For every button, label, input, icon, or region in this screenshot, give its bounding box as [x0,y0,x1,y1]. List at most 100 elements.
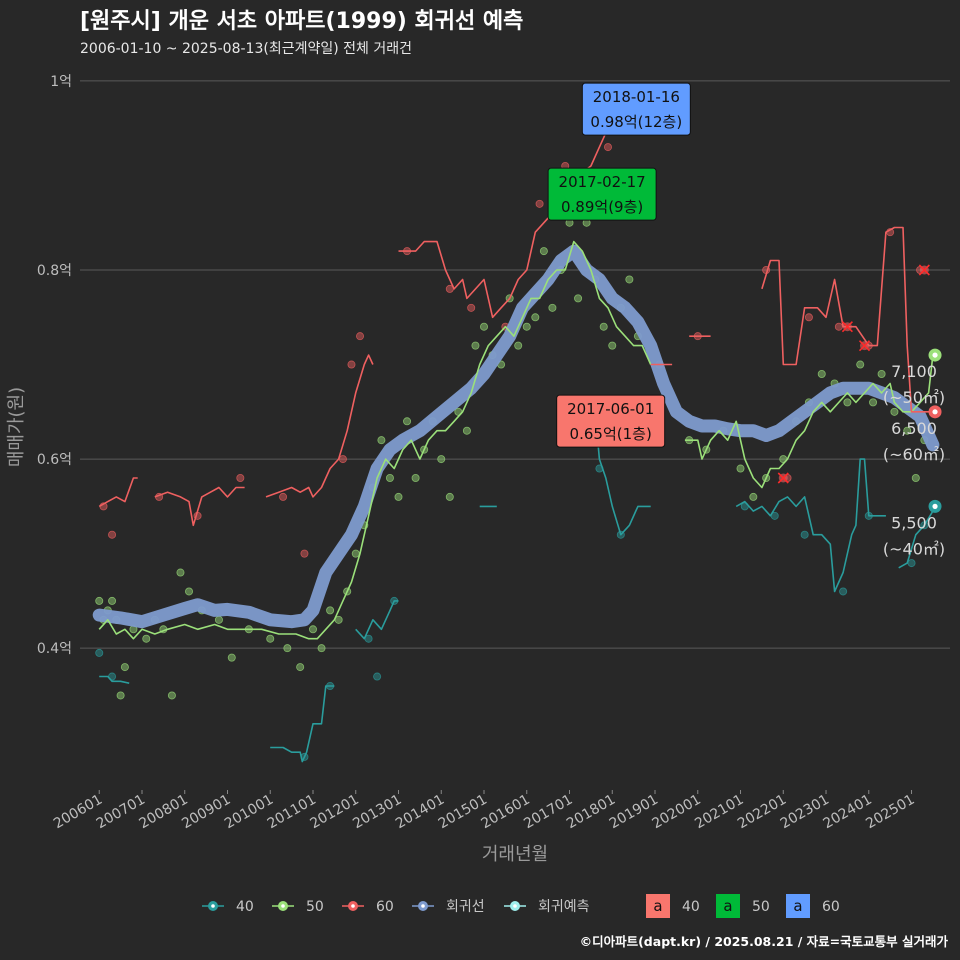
series-line-60 [265,354,374,498]
series-line-40 [898,510,934,569]
scatter-point [445,492,454,501]
legend-label: 50 [306,899,324,915]
scatter-point [338,455,347,464]
chart-subtitle: 2006-01-10 ~ 2025-08-13(최근계약일) 전체 거래건 [80,41,412,57]
x-tick-label: 202501 [863,792,917,833]
scatter-point [317,644,326,653]
scatter-point [95,596,104,605]
scatter-point [608,341,617,350]
end-label-area: (~50㎡) [883,388,945,407]
scatter-point [394,492,403,501]
annotation-value: 0.65억(1층) [570,425,652,443]
cancelled-cross [777,472,789,484]
scatter-point [548,303,557,312]
scatter-point [176,568,185,577]
scatter-point [120,663,129,672]
y-tick-label: 0.4억 [37,641,72,657]
end-points: 7,100 (~50㎡) 6,500 (~60㎡) 5,500 (~40㎡) [883,348,945,558]
legend-label: 회귀예측 [538,899,590,915]
legend-box-50 [716,894,740,918]
legend-marker-center [211,904,215,908]
end-point-center [932,409,938,415]
scatter-point [300,549,309,558]
end-label-value: 5,500 [891,513,937,532]
annotation-box [547,167,657,221]
legend-box-letter: a [653,897,662,915]
credit-text: ©디아파트(dapt.kr) / 2025.08.21 / 자료=국토교통부 실… [580,934,949,949]
y-tick-label: 1억 [50,74,72,90]
y-tick-label: 0.8억 [37,263,72,279]
legend-label: 60 [376,899,394,915]
x-axis-ticks: 2006012007012008012009012010012011012012… [51,790,918,832]
scatter-point [599,322,608,331]
series-line-40 [735,458,886,593]
legend-marker-center [351,904,355,908]
scatter-point [834,322,843,331]
scatter-point [108,596,117,605]
end-point-center [932,352,938,358]
scatter-point [266,634,275,643]
scatter-point [603,143,612,152]
annotation-date: 2018-01-16 [593,88,680,106]
end-label-area: (~60㎡) [883,445,945,464]
crossed-points [777,264,930,484]
scatter-point [279,492,288,501]
scatter-point [326,606,335,615]
scatter-point [167,691,176,700]
annotations: 2018-01-16 0.98억(12층) 2017-02-17 0.89억(9층) 2… [547,82,691,448]
legend-box-label: 50 [752,899,770,915]
scatter-point [843,398,852,407]
scatter-point [574,294,583,303]
scatter-point [467,303,476,312]
annotation-box [556,394,666,448]
scatter-point [856,360,865,369]
annotation-date: 2017-06-01 [567,400,654,418]
cancelled-cross [858,340,871,352]
scatter-point [411,473,420,482]
annotation-value: 0.98억(12층) [590,113,682,131]
scatter-point [531,313,540,322]
scatter-point [480,322,489,331]
legend-box-letter: a [723,897,732,915]
series-line-60 [98,477,138,508]
gridlines [80,80,950,649]
legend-marker-center [281,904,285,908]
scatter-point [839,587,848,596]
scatter-point [462,426,471,435]
end-label-value: 7,100 [891,362,937,381]
scatter-point [227,653,236,662]
scatter-point [236,473,245,482]
scatter-point [377,436,386,445]
scatter-point [514,341,523,350]
cancelled-cross [918,264,930,276]
scatter-point [142,634,151,643]
scatter-point [907,559,916,568]
scatter-point [535,199,544,208]
legend: 40 50 60 회귀선 회귀예측 a 40 a 50 a 60 [202,894,840,918]
series-line-60 [154,486,245,527]
scatter-point [911,473,920,482]
legend-box-letter: a [793,897,802,915]
legend-box-60 [786,894,810,918]
scatter-point [308,625,317,634]
legend-box-label: 40 [682,899,700,915]
scatter-point [385,473,394,482]
scatter-point [296,663,305,672]
legend-marker-center [421,904,425,908]
legend-box-40 [646,894,670,918]
regression-line [92,244,940,629]
scatter-point [347,360,356,369]
scatter-point [116,691,125,700]
series-line-40 [270,685,335,763]
annotation-date: 2017-02-17 [559,173,646,191]
scatter-point [736,464,745,473]
series-lines [92,99,940,763]
series-line-40 [594,411,651,536]
y-axis-title: 매매가(원) [6,387,27,467]
series-line-60 [398,99,638,319]
scatter-point [108,530,117,539]
legend-marker-center [513,904,517,908]
scatter-point [877,369,886,378]
series-line-50 [98,240,652,640]
